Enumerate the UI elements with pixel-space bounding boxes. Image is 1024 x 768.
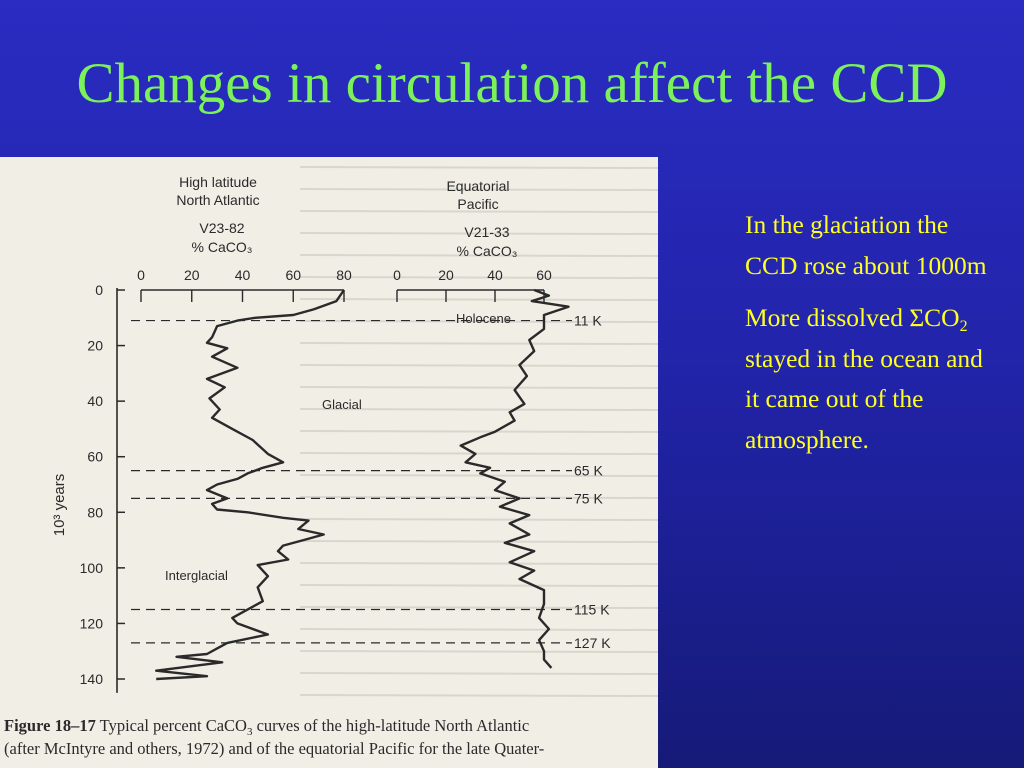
slide-title: Changes in circulation affect the CCD — [76, 52, 948, 115]
background-text-line — [299, 166, 658, 169]
boundary-label: 115 K — [574, 602, 610, 618]
background-text-line — [299, 672, 658, 675]
interglacial-label: Interglacial — [165, 568, 228, 583]
y-tick-label: 140 — [80, 671, 104, 687]
x-tick-label: 0 — [137, 267, 145, 283]
background-text-line — [299, 364, 658, 367]
background-text-line — [299, 474, 658, 477]
side-bullets: In the glaciation the CCD rose about 100… — [745, 205, 995, 472]
y-axis-title: 10³ years — [51, 474, 68, 537]
point-dissolved-co2: More dissolved ΣCO2 stayed in the ocean … — [745, 303, 983, 454]
right-core-label: V21-33 — [464, 224, 509, 240]
figure-caption-line1: Figure 18–17 Typical percent CaCO3 curve… — [4, 716, 529, 738]
x-tick-label: 80 — [336, 267, 352, 283]
boundary-label: 11 K — [574, 313, 602, 329]
y-tick-label: 40 — [87, 393, 103, 409]
right-unit-label: % CaCO₃ — [457, 243, 518, 259]
textbook-figure: High latitude North Atlantic V23-82 % Ca… — [0, 157, 658, 768]
x-tick-label: 20 — [184, 267, 200, 283]
y-tick-label: 120 — [80, 615, 104, 631]
background-text-line — [299, 650, 658, 653]
background-text-line — [299, 540, 658, 543]
right-region-line1: Equatorial — [446, 178, 509, 194]
y-tick-label: 100 — [80, 560, 104, 576]
background-text-line — [299, 628, 658, 631]
x-tick-label: 40 — [487, 267, 503, 283]
background-text-line — [299, 452, 658, 455]
background-text-line — [299, 254, 658, 257]
y-tick-label: 0 — [95, 282, 103, 298]
holocene-label: Holocene — [456, 311, 511, 326]
left-region-line2: North Atlantic — [176, 192, 259, 208]
caco3-curve-2 — [459, 288, 570, 669]
background-text-line — [299, 408, 658, 411]
background-text-line — [299, 188, 658, 191]
boundary-label: 75 K — [574, 490, 603, 506]
background-text-line — [299, 298, 658, 301]
y-tick-label: 80 — [87, 504, 103, 520]
background-text-line — [299, 210, 658, 213]
left-unit-label: % CaCO₃ — [192, 239, 253, 255]
background-text-line — [299, 606, 658, 609]
glacial-label: Glacial — [322, 397, 362, 412]
background-text-line — [299, 232, 658, 235]
y-tick-label: 60 — [87, 449, 103, 465]
figure-caption-line2: (after McIntyre and others, 1972) and of… — [4, 739, 544, 758]
background-text-line — [299, 518, 658, 521]
x-tick-label: 0 — [393, 267, 401, 283]
left-core-label: V23-82 — [199, 220, 244, 236]
background-text-line — [299, 342, 658, 345]
x-tick-label: 40 — [235, 267, 251, 283]
background-text-line — [299, 584, 658, 587]
right-region-line2: Pacific — [457, 196, 498, 212]
background-text-line — [299, 694, 658, 697]
background-text-line — [299, 496, 658, 499]
caco3-curve-1 — [154, 289, 345, 681]
x-tick-label: 60 — [536, 267, 552, 283]
left-region-line1: High latitude — [179, 174, 257, 190]
y-tick-label: 20 — [87, 338, 103, 354]
background-text-line — [299, 430, 658, 433]
background-text-line — [299, 562, 658, 565]
caco3-chart: High latitude North Atlantic V23-82 % Ca… — [4, 166, 658, 758]
background-text-line — [299, 276, 658, 279]
point-ccd-rose: In the glaciation the CCD rose about 100… — [745, 210, 987, 280]
boundary-label: 65 K — [574, 463, 603, 479]
x-tick-label: 20 — [438, 267, 454, 283]
background-text-line — [299, 386, 658, 389]
background-text-line — [299, 320, 658, 323]
x-tick-label: 60 — [285, 267, 301, 283]
boundary-label: 127 K — [574, 635, 611, 651]
